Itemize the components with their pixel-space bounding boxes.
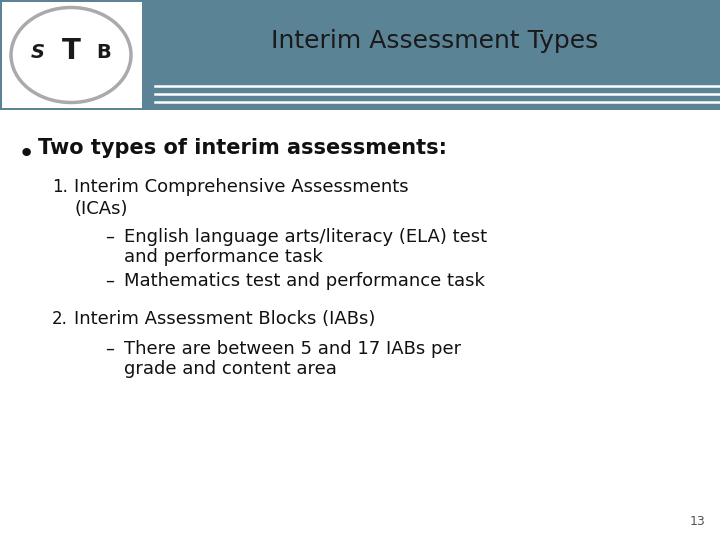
FancyBboxPatch shape [2, 2, 142, 108]
Text: 13: 13 [689, 515, 705, 528]
Text: –: – [105, 340, 114, 358]
Text: Interim Assessment Blocks (IABs): Interim Assessment Blocks (IABs) [74, 310, 375, 328]
Text: B: B [96, 44, 112, 63]
Text: 2.: 2. [52, 310, 68, 328]
Text: Interim Assessment Types: Interim Assessment Types [271, 29, 598, 53]
Text: T: T [62, 37, 81, 65]
Text: S: S [31, 44, 45, 63]
Text: Two types of interim assessments:: Two types of interim assessments: [38, 138, 447, 158]
Text: 1.: 1. [52, 178, 68, 196]
Text: –: – [105, 228, 114, 246]
Text: (ICAs): (ICAs) [74, 200, 127, 218]
Text: There are between 5 and 17 IABs per: There are between 5 and 17 IABs per [124, 340, 461, 358]
Text: and performance task: and performance task [124, 248, 323, 266]
FancyBboxPatch shape [0, 0, 720, 110]
Ellipse shape [11, 8, 131, 103]
Text: English language arts/literacy (ELA) test: English language arts/literacy (ELA) tes… [124, 228, 487, 246]
Text: –: – [105, 272, 114, 290]
Text: •: • [18, 140, 35, 168]
Text: Interim Comprehensive Assessments: Interim Comprehensive Assessments [74, 178, 409, 196]
FancyBboxPatch shape [0, 110, 720, 540]
Text: grade and content area: grade and content area [124, 360, 337, 378]
Text: Mathematics test and performance task: Mathematics test and performance task [124, 272, 485, 290]
